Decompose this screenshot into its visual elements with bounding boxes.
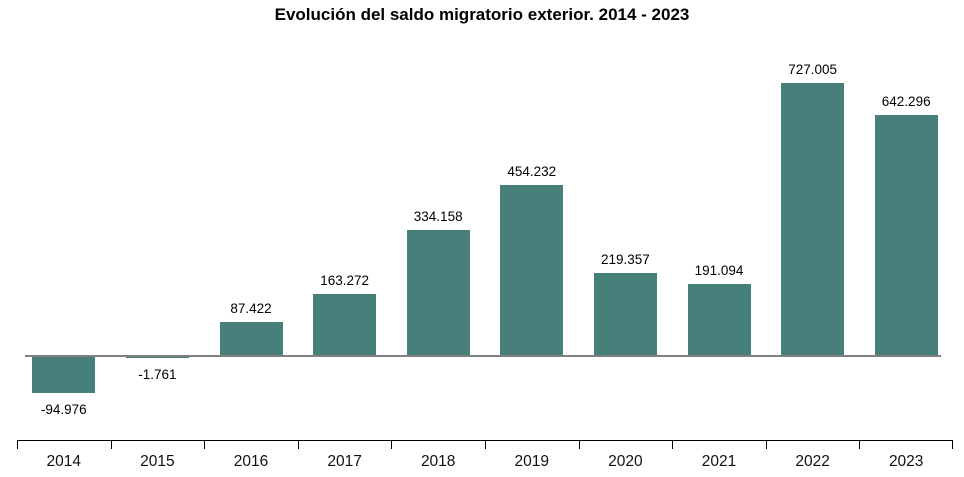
axis-tick [298, 440, 299, 449]
x-tick-label-2022: 2022 [795, 453, 830, 470]
axis-tick [766, 440, 767, 449]
x-tick-label-2014: 2014 [46, 453, 82, 470]
bar-2016 [219, 322, 283, 355]
value-label-2016: 87.422 [230, 301, 272, 316]
x-tick-label-2020: 2020 [608, 453, 643, 470]
axis-tick [485, 440, 486, 449]
value-label-2014: -94.976 [40, 402, 87, 417]
bar-2020 [593, 273, 657, 355]
axis-tick [579, 440, 580, 449]
bar-2015 [125, 357, 189, 358]
axis-tick [111, 440, 112, 449]
axis-tick [17, 440, 18, 449]
bar-2023 [874, 115, 938, 355]
x-tick-label-2016: 2016 [233, 453, 269, 470]
value-label-2017: 163.272 [320, 273, 369, 288]
value-label-2018: 334.158 [413, 209, 463, 224]
x-tick-label-2023: 2023 [888, 453, 924, 470]
x-tick-label-2019: 2019 [514, 453, 550, 470]
x-tick-label-2017: 2017 [327, 453, 362, 470]
value-label-2015: -1.761 [138, 367, 177, 382]
axis-tick [952, 440, 953, 449]
bar-2019 [500, 185, 564, 355]
axis-tick [859, 440, 860, 449]
x-tick-label-2015: 2015 [140, 453, 175, 470]
chart-title: Evolución del saldo migratorio exterior.… [274, 5, 690, 24]
axis-tick [391, 440, 392, 449]
value-label-2021: 191.094 [694, 263, 744, 278]
x-axis: 2014 2015 2016 2017 2018 2019 2020 2021 2022 2023 [17, 440, 953, 477]
bar-2017 [313, 294, 377, 355]
bar-2018 [406, 230, 470, 355]
x-tick-label-2021: 2021 [701, 453, 737, 470]
value-label-2020: 219.357 [600, 252, 650, 267]
bar-2014 [32, 357, 96, 393]
axis-tick [204, 440, 205, 449]
x-tick-label-2018: 2018 [420, 453, 456, 470]
value-label-2019: 454.232 [507, 164, 557, 179]
zero-axis-line [25, 355, 941, 357]
bar-2021 [687, 284, 751, 355]
bar-2022 [781, 83, 845, 355]
plot-area: -94.976 -1.761 87.422 163.272 334.158 454.232… [17, 42, 953, 440]
value-label-2022: 727.005 [788, 62, 837, 77]
axis-tick [672, 440, 673, 449]
value-label-2023: 642.296 [881, 94, 931, 109]
